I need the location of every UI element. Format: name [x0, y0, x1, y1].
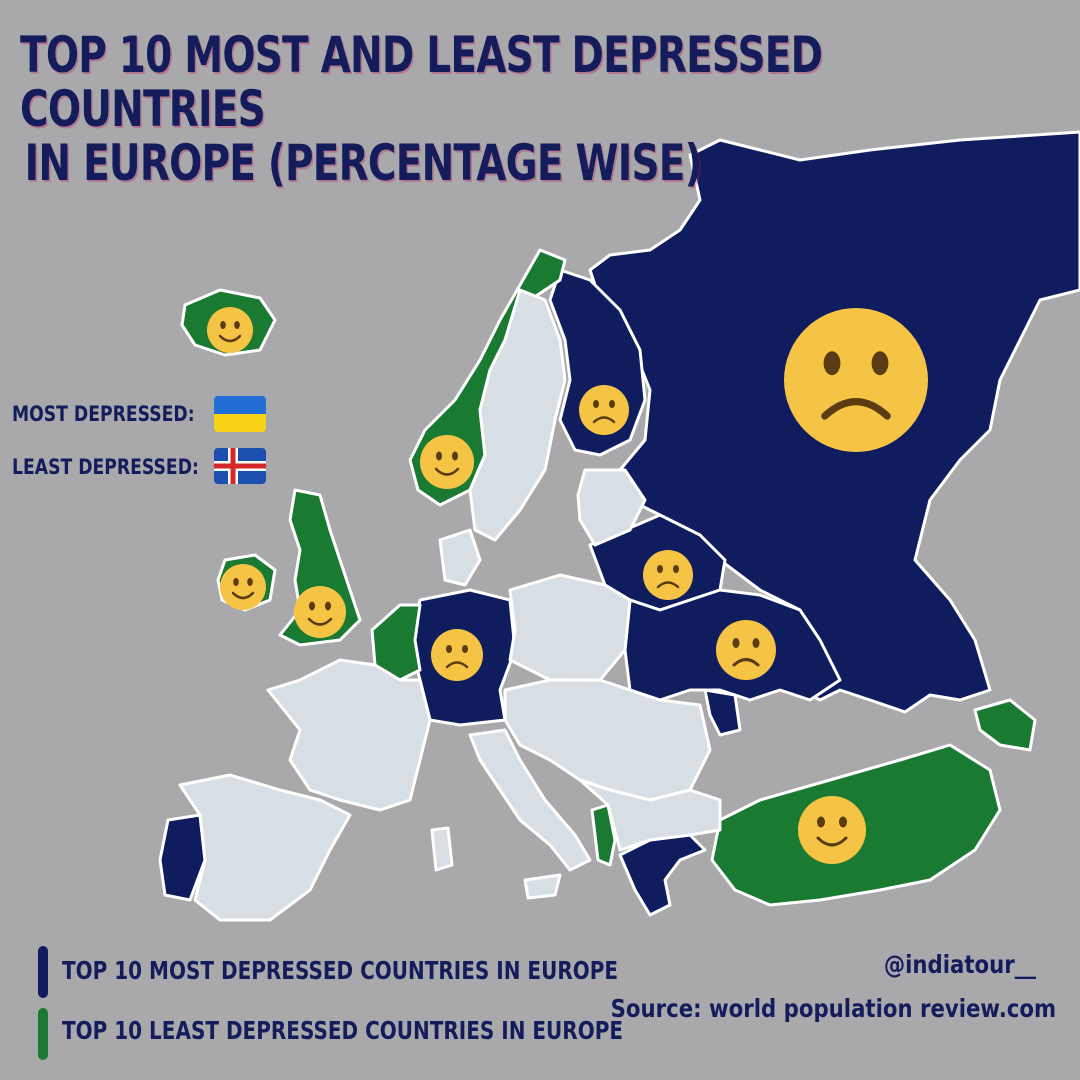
legend-least-label: TOP 10 LEAST DEPRESSED COUNTRIES IN EURO… [62, 1016, 624, 1045]
title-line-1: TOP 10 MOST AND LEAST DEPRESSED COUNTRIE… [20, 26, 823, 138]
page-title: TOP 10 MOST AND LEAST DEPRESSED COUNTRIE… [20, 28, 1065, 190]
least-depressed-key-label: LEAST DEPRESSED: [12, 455, 199, 479]
region-italy [468, 728, 592, 872]
happy-face-icon [207, 307, 253, 353]
source-note: Source: world population review.com [610, 994, 1056, 1023]
region-poland [508, 573, 632, 682]
legend-most-swatch [38, 946, 48, 998]
legend-most-label: TOP 10 MOST DEPRESSED COUNTRIES IN EUROP… [62, 956, 619, 985]
region-sicily [523, 873, 562, 900]
legend-least-swatch [38, 1008, 48, 1060]
sad-face-icon [431, 629, 483, 681]
ukraine-flag-icon [214, 396, 266, 432]
happy-face-icon [420, 435, 474, 489]
region-moldova [703, 688, 742, 737]
most-depressed-key-label: MOST DEPRESSED: [12, 402, 195, 426]
author-handle: @indiatour__ [883, 950, 1036, 979]
sad-face-icon [643, 550, 693, 600]
sad-face-icon [716, 620, 776, 680]
region-france [266, 658, 432, 812]
sad-face-icon [784, 308, 928, 452]
region-spain [178, 773, 352, 922]
happy-face-icon [798, 796, 866, 864]
region-sardinia [430, 826, 454, 872]
iceland-flag-icon [214, 448, 266, 484]
region-albania [590, 803, 617, 867]
region-baltics [576, 468, 647, 547]
happy-face-icon [294, 586, 346, 638]
region-sweden [468, 288, 567, 542]
region-balkans [578, 778, 722, 852]
title-line-2: IN EUROPE (PERCENTAGE WISE) [24, 134, 703, 192]
region-denmark [438, 528, 482, 587]
sad-face-icon [579, 385, 629, 435]
region-georgia [973, 698, 1037, 752]
happy-face-icon [220, 564, 266, 610]
